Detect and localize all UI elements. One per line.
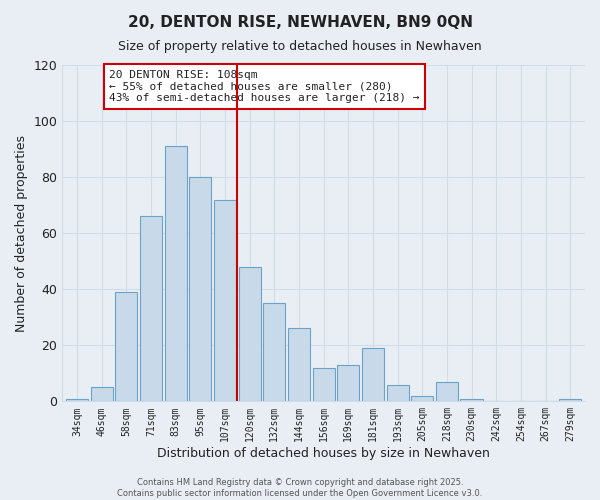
Text: 20 DENTON RISE: 108sqm
← 55% of detached houses are smaller (280)
43% of semi-de: 20 DENTON RISE: 108sqm ← 55% of detached…: [109, 70, 420, 103]
Bar: [66, 398, 88, 402]
Text: Contains HM Land Registry data © Crown copyright and database right 2025.
Contai: Contains HM Land Registry data © Crown c…: [118, 478, 482, 498]
Bar: [140, 216, 162, 402]
Bar: [263, 303, 286, 402]
Bar: [411, 396, 433, 402]
Text: 20, DENTON RISE, NEWHAVEN, BN9 0QN: 20, DENTON RISE, NEWHAVEN, BN9 0QN: [128, 15, 473, 30]
Bar: [214, 200, 236, 402]
X-axis label: Distribution of detached houses by size in Newhaven: Distribution of detached houses by size …: [157, 447, 490, 460]
Bar: [386, 384, 409, 402]
Bar: [164, 146, 187, 402]
Bar: [460, 398, 482, 402]
Bar: [115, 292, 137, 402]
Bar: [559, 398, 581, 402]
Bar: [239, 267, 261, 402]
Y-axis label: Number of detached properties: Number of detached properties: [15, 134, 28, 332]
Bar: [337, 365, 359, 402]
Bar: [313, 368, 335, 402]
Text: Size of property relative to detached houses in Newhaven: Size of property relative to detached ho…: [118, 40, 482, 53]
Bar: [362, 348, 384, 402]
Bar: [91, 388, 113, 402]
Bar: [288, 328, 310, 402]
Bar: [189, 177, 211, 402]
Bar: [436, 382, 458, 402]
